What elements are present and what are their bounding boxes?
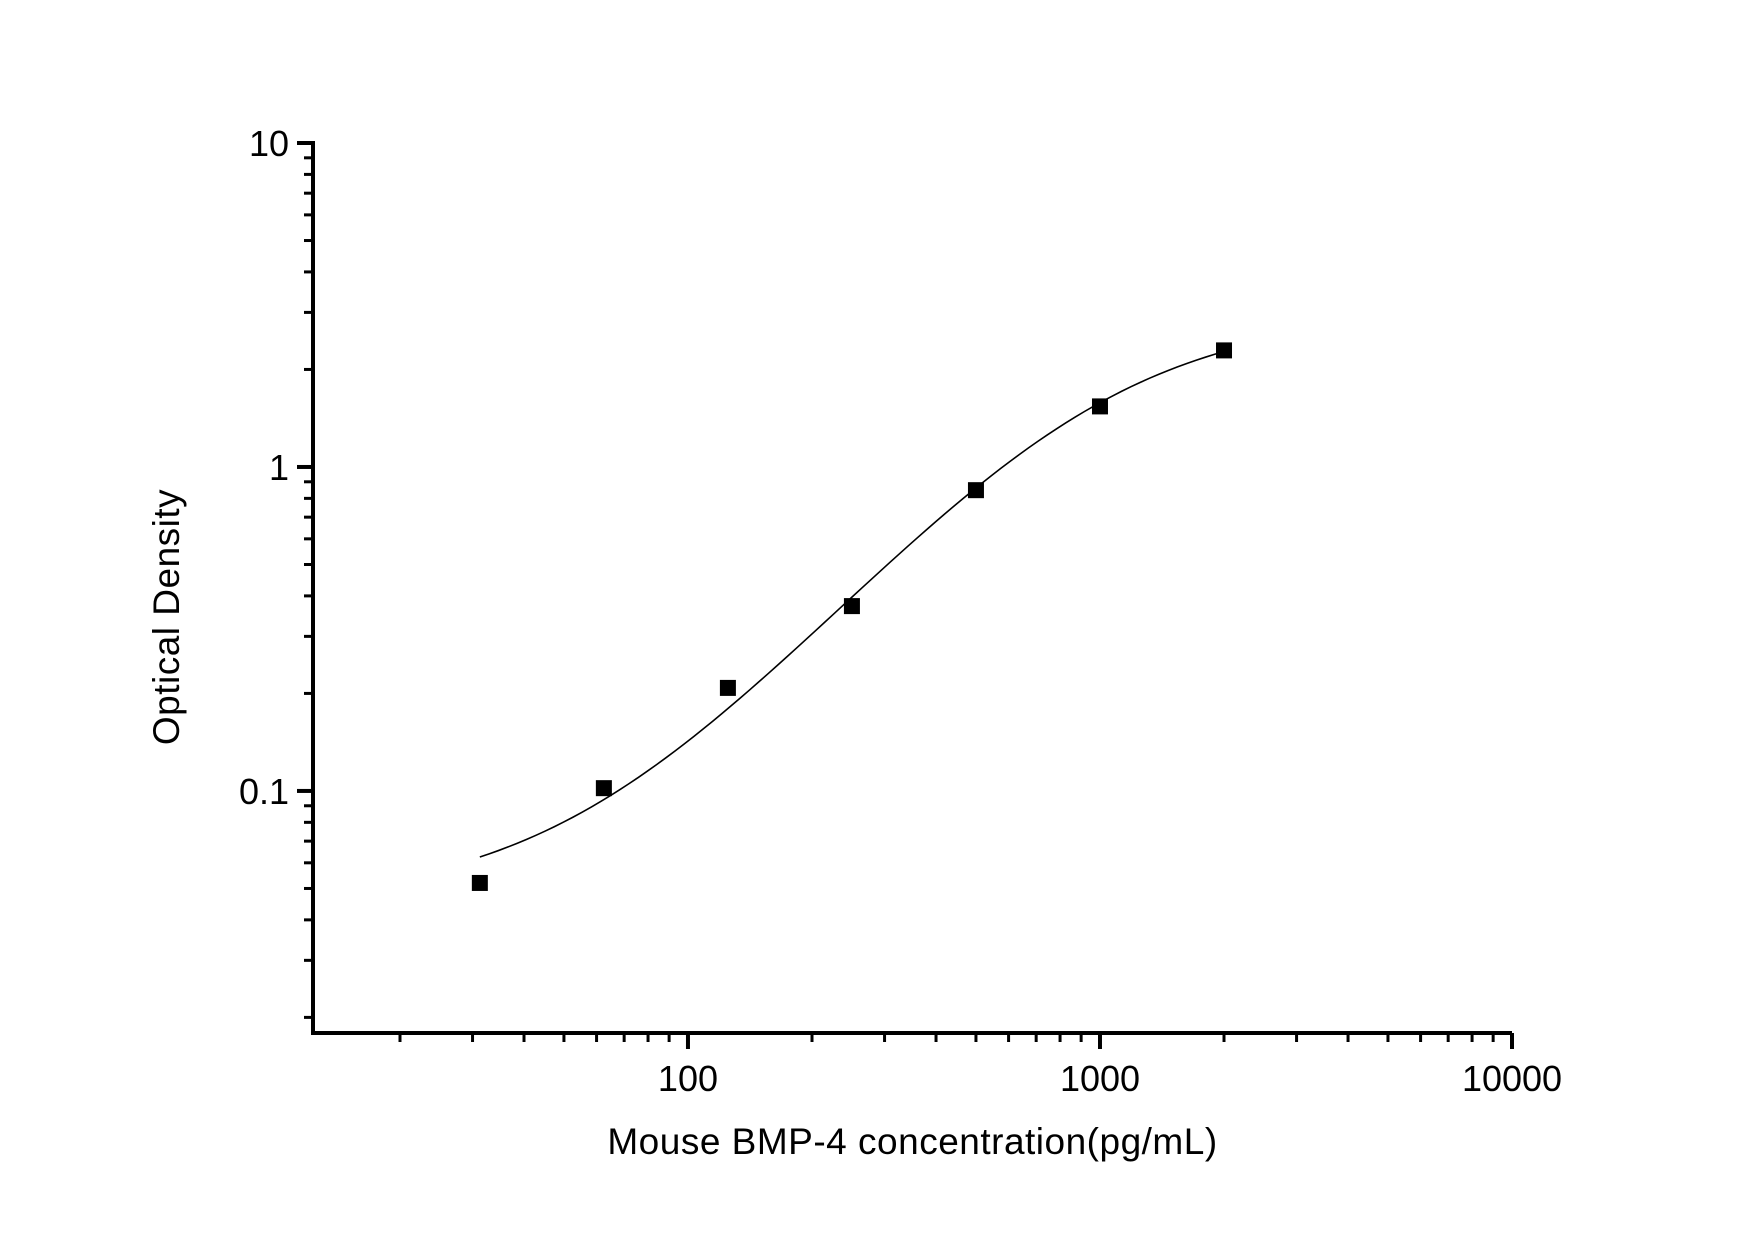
data-point-square [1216,342,1233,359]
data-point-square [595,780,612,797]
data-point-square [843,598,860,615]
x-axis-title: Mouse BMP-4 concentration(pg/mL) [607,1121,1218,1162]
data-point-square [719,679,736,696]
y-axis-title: Optical Density [146,488,187,746]
data-point-square [1091,398,1108,415]
x-tick-label: 10000 [1462,1058,1562,1099]
axis-lines [311,141,1512,1035]
y-tick-label: 10 [249,123,289,164]
y-tick-label: 1 [269,447,289,488]
y-tick-label: 0.1 [239,771,289,812]
x-tick-label: 1000 [1060,1058,1140,1099]
data-point-square [967,482,984,499]
x-tick-label: 100 [658,1058,718,1099]
data-point-square [471,874,488,891]
